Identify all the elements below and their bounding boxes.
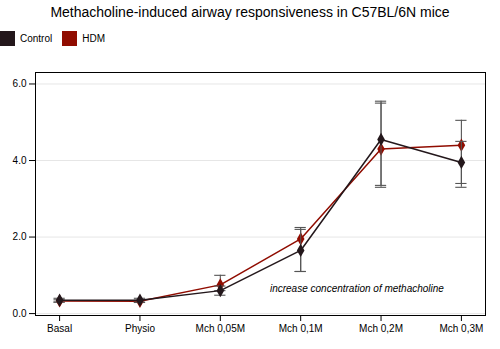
- svg-text:4.0: 4.0: [13, 155, 27, 166]
- svg-text:Mch 0,1M: Mch 0,1M: [279, 323, 323, 334]
- svg-text:6.0: 6.0: [13, 78, 27, 89]
- svg-text:Mch 0,3M: Mch 0,3M: [439, 323, 483, 334]
- svg-text:0.0: 0.0: [13, 308, 27, 319]
- svg-text:2.0: 2.0: [13, 231, 27, 242]
- html-text:HDM: HDM: [82, 33, 105, 44]
- svg-text:Physio: Physio: [125, 323, 155, 334]
- svg-text:Basal: Basal: [47, 323, 72, 334]
- html-text:Control: Control: [20, 33, 53, 44]
- svg-text:Mch 0,2M: Mch 0,2M: [359, 323, 403, 334]
- svg-text:Mch 0,05M: Mch 0,05M: [196, 323, 245, 334]
- html-text:Methacholine-induced airway re: Methacholine-induced airway responsivene…: [50, 4, 450, 20]
- svg-text:increase concentration of meth: increase concentration of methacholine: [270, 283, 444, 294]
